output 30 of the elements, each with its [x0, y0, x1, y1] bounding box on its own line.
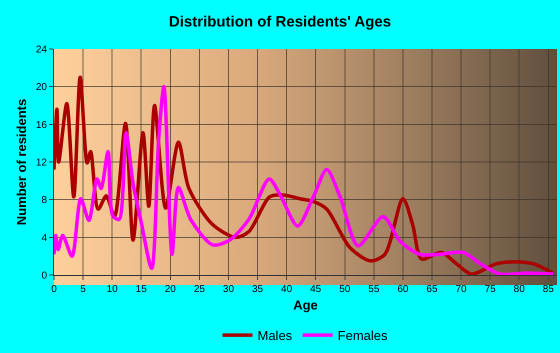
x-tick-label: 35 [252, 284, 264, 295]
x-axis-title: Age [293, 298, 318, 313]
chart-title: Distribution of Residents' Ages [168, 13, 392, 30]
x-tick-label: 25 [194, 284, 206, 295]
legend-label: Males [258, 328, 293, 344]
x-tick-label: 20 [164, 284, 176, 295]
x-tick-label: 55 [368, 284, 380, 295]
x-tick-label: 45 [310, 284, 322, 295]
x-tick-label: 80 [514, 284, 526, 295]
x-tick-label: 0 [51, 284, 58, 295]
y-tick-label: 12 [36, 158, 48, 168]
legend-label: Females [338, 328, 388, 344]
y-tick-label: 16 [36, 120, 48, 131]
y-axis-title: Number of residents [14, 98, 29, 226]
y-tick-label: 20 [36, 82, 48, 94]
x-tick-label: 40 [281, 284, 293, 295]
y-tick-label: 4 [41, 232, 48, 244]
x-tick-label: 10 [106, 284, 118, 295]
y-tick-label: 24 [36, 44, 48, 56]
x-tick-label: 60 [397, 284, 409, 295]
x-tick-label: 85 [542, 284, 554, 295]
x-tick-label: 75 [484, 284, 496, 295]
x-tick-label: 65 [426, 284, 438, 295]
x-tick-label: 50 [339, 284, 351, 295]
y-tick-label: 8 [41, 195, 48, 206]
x-tick-label: 70 [455, 284, 468, 295]
x-tick-label: 30 [222, 284, 234, 295]
x-tick-label: 5 [80, 284, 86, 295]
y-tick-label: 0 [41, 270, 48, 282]
x-tick-label: 15 [136, 284, 148, 295]
